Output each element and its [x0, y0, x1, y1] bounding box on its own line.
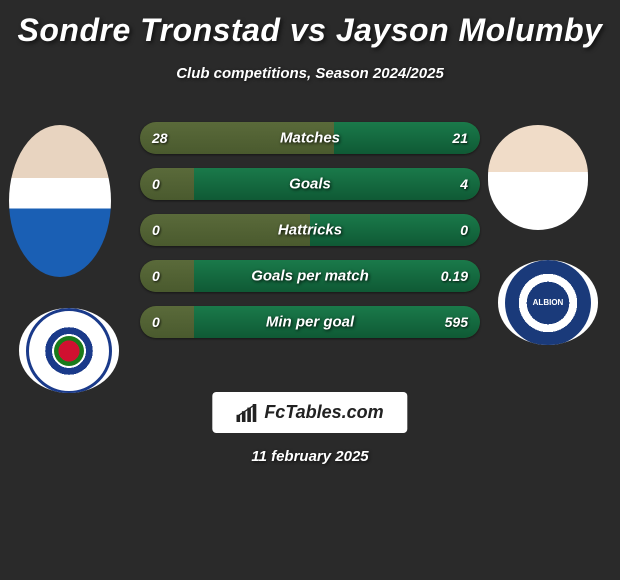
player-photo-left: [9, 125, 111, 277]
stat-value-left: 28: [152, 130, 168, 146]
date-label: 11 february 2025: [251, 448, 368, 465]
stat-bar: 0 0 Hattricks: [140, 214, 480, 246]
stat-bar-left-seg: [140, 306, 194, 338]
stat-value-right: 595: [445, 314, 468, 330]
player-avatar-right: [488, 125, 588, 230]
stat-bar: 0 595 Min per goal: [140, 306, 480, 338]
club-crest-right: ALBION: [505, 260, 591, 345]
stat-bar: 28 21 Matches: [140, 122, 480, 154]
stat-bar: 0 4 Goals: [140, 168, 480, 200]
chart-icon: [236, 404, 258, 422]
stat-label: Matches: [280, 130, 340, 147]
stat-value-left: 0: [152, 176, 160, 192]
stat-value-left: 0: [152, 222, 160, 238]
stats-bars: 28 21 Matches 0 4 Goals 0 0 Hattricks 0 0.19 Goals …: [140, 122, 480, 352]
stat-label: Goals: [289, 176, 331, 193]
rose-icon: [54, 336, 84, 366]
watermark-text: FcTables.com: [264, 402, 383, 423]
watermark: FcTables.com: [212, 392, 407, 433]
player-avatar-left: [9, 125, 111, 277]
stat-label: Goals per match: [251, 268, 369, 285]
subtitle: Club competitions, Season 2024/2025: [0, 65, 620, 82]
stat-bar-left-seg: [140, 260, 194, 292]
stat-value-right: 21: [452, 130, 468, 146]
player-photo-right: [488, 125, 588, 230]
stat-value-right: 0: [460, 222, 468, 238]
stat-label: Min per goal: [266, 314, 354, 331]
stat-bar: 0 0.19 Goals per match: [140, 260, 480, 292]
club-badge-left: [19, 308, 119, 393]
stat-value-right: 4: [460, 176, 468, 192]
stat-bar-right-seg: [194, 168, 480, 200]
club-badge-right: ALBION: [498, 260, 598, 345]
stat-value-left: 0: [152, 314, 160, 330]
stat-label: Hattricks: [278, 222, 342, 239]
stat-bar-left-seg: [140, 168, 194, 200]
stat-value-left: 0: [152, 268, 160, 284]
club-crest-left: [26, 308, 112, 393]
page-title: Sondre Tronstad vs Jayson Molumby: [0, 0, 620, 49]
stat-value-right: 0.19: [441, 268, 468, 284]
